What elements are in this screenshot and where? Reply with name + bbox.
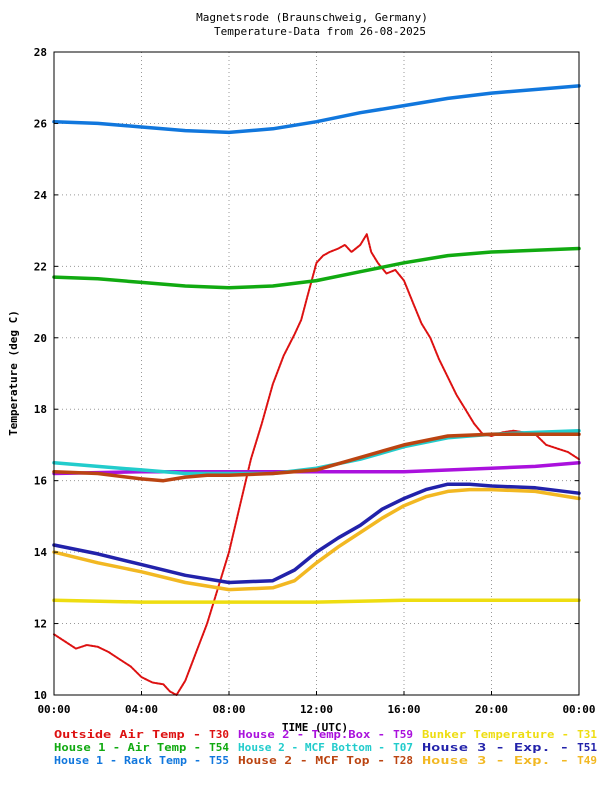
x-tick-label: 16:00: [387, 703, 420, 716]
legend-code-t54: T54: [209, 741, 229, 754]
y-tick-label: 24: [34, 189, 48, 202]
legend: Outside Air Temp - T30 House 1 - Air Temp …: [54, 728, 597, 767]
y-tick-label: 10: [34, 689, 47, 702]
legend-code-t55: T55: [209, 754, 229, 767]
chart-subtitle: Temperature-Data from 26-08-2025: [214, 25, 426, 38]
series-line-t55: [52, 84, 581, 135]
series-line-t51: [52, 482, 581, 585]
y-tick-labels: 10 12 14 16 18 20 22 24 26 28: [34, 46, 579, 702]
y-tick-label: 28: [34, 46, 47, 59]
y-axis-label: Temperature (deg C): [7, 310, 20, 436]
chart-title: Magnetsrode (Braunschweig, Germany): [196, 11, 428, 24]
x-tick-labels: 00:00 04:00 08:00 12:00 16:00 20:00 00:00: [37, 691, 596, 716]
y-tick-label: 16: [34, 475, 48, 488]
legend-code-t07: T07: [393, 741, 413, 754]
series-line-t31: [52, 598, 581, 604]
y-tick-label: 26: [34, 117, 48, 130]
legend-item-t28: House 2 - MCF Top -: [238, 754, 385, 767]
legend-code-t28: T28: [393, 754, 413, 767]
legend-item-t07: House 2 - MCF Bottom -: [238, 741, 385, 754]
series-lines: [52, 84, 581, 696]
x-tick-label: 04:00: [125, 703, 158, 716]
y-tick-label: 12: [34, 618, 47, 631]
legend-item-t51: House 3 - Exp. -: [422, 741, 569, 754]
y-tick-label: 18: [34, 403, 47, 416]
y-tick-label: 20: [34, 332, 47, 345]
x-tick-label: 00:00: [37, 703, 70, 716]
legend-code-t51: T51: [577, 741, 597, 754]
series-line-t49: [52, 487, 581, 592]
x-tick-label: 12:00: [300, 703, 333, 716]
series-line-t30: [53, 233, 580, 696]
legend-item-t30: Outside Air Temp -: [54, 728, 201, 741]
legend-item-t31: Bunker Temperature -: [422, 728, 569, 741]
x-tick-label: 20:00: [475, 703, 508, 716]
y-tick-label: 22: [34, 260, 47, 273]
legend-code-t30: T30: [209, 728, 229, 741]
series-line-t54: [52, 246, 581, 290]
legend-code-t59: T59: [393, 728, 413, 741]
x-tick-label: 00:00: [562, 703, 595, 716]
legend-code-t49: T49: [577, 754, 597, 767]
legend-item-t55: House 1 - Rack Temp -: [54, 754, 201, 767]
y-tick-label: 14: [34, 546, 48, 559]
legend-item-t49: House 3 - Exp. -: [422, 754, 569, 767]
legend-item-t59: House 2 - Temp.Box -: [238, 728, 385, 741]
legend-code-t31: T31: [577, 728, 597, 741]
legend-item-t54: House 1 - Air Temp -: [54, 741, 201, 754]
series-line-t28: [52, 432, 581, 483]
x-axis-label: TIME (UTC): [282, 721, 348, 734]
x-tick-label: 08:00: [212, 703, 245, 716]
